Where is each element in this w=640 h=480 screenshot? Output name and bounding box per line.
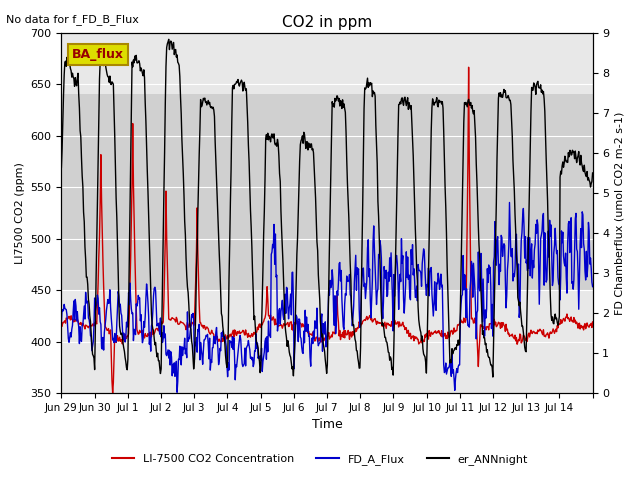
Title: CO2 in ppm: CO2 in ppm	[282, 15, 372, 30]
Y-axis label: LI7500 CO2 (ppm): LI7500 CO2 (ppm)	[15, 162, 25, 264]
Text: BA_flux: BA_flux	[72, 48, 124, 61]
X-axis label: Time: Time	[312, 419, 342, 432]
Legend: LI-7500 CO2 Concentration, FD_A_Flux, er_ANNnight: LI-7500 CO2 Concentration, FD_A_Flux, er…	[108, 450, 532, 469]
Text: No data for f_FD_B_Flux: No data for f_FD_B_Flux	[6, 14, 140, 25]
Bar	[61, 95, 593, 290]
Y-axis label: FD Chamberflux (umol CO2 m-2 s-1): FD Chamberflux (umol CO2 m-2 s-1)	[615, 111, 625, 314]
